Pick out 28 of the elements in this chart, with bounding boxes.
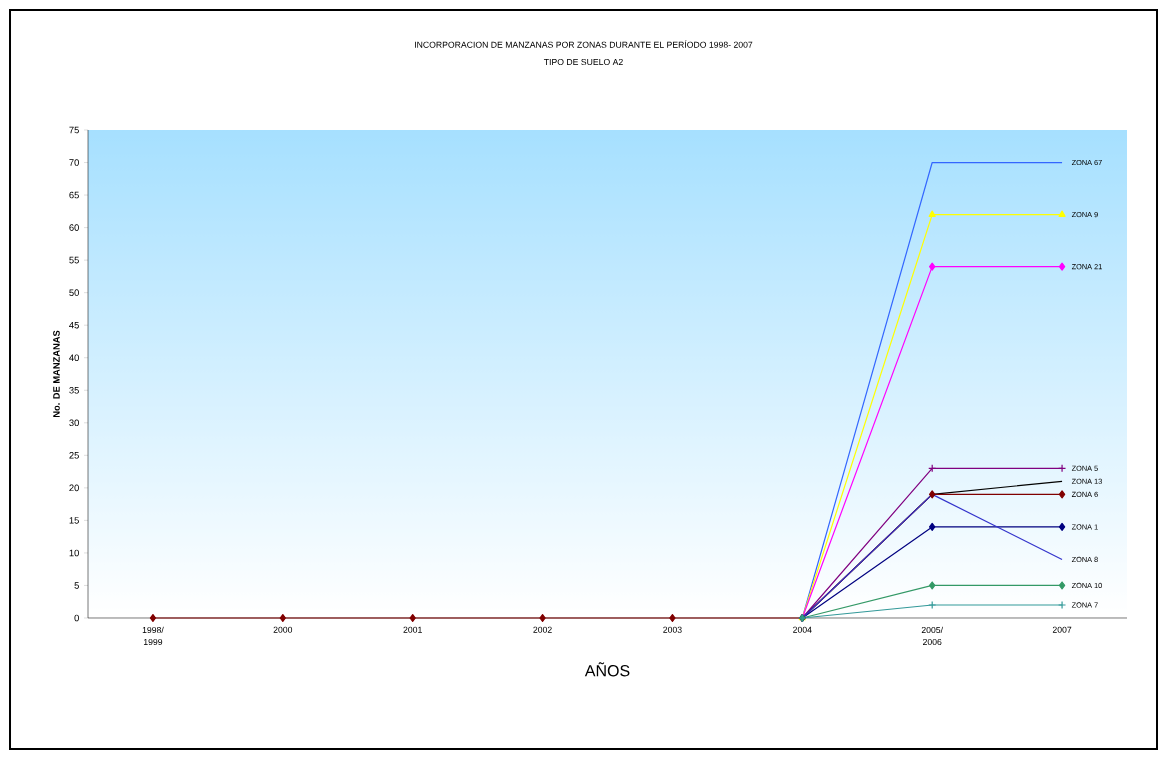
- chart-subtitle: TIPO DE SUELO A2: [543, 58, 623, 66]
- x-tick-label: 2003: [663, 626, 682, 633]
- chart-title: INCORPORACION DE MANZANAS POR ZONAS DURANTE EL PERÍODO 1998- 2007: [415, 40, 753, 48]
- y-tick-label: 75: [69, 126, 79, 134]
- x-tick-label: 2002: [533, 626, 552, 633]
- y-tick-label: 25: [69, 452, 79, 459]
- y-tick-label: 0: [74, 614, 79, 622]
- x-tick-label: 1998/ 1999: [142, 626, 164, 646]
- y-tick-label: 15: [69, 517, 79, 524]
- y-tick-label: 10: [69, 549, 79, 557]
- y-tick-label: 60: [69, 224, 79, 231]
- x-tick-label: 2001: [403, 626, 422, 633]
- x-tick-label: 2000: [273, 626, 293, 633]
- y-tick-label: 35: [69, 386, 79, 394]
- x-tick-label: 2007: [1052, 626, 1072, 633]
- x-axis-title: AÑOS: [584, 662, 630, 677]
- y-tick-label: 70: [69, 159, 79, 166]
- y-tick-label: 30: [69, 419, 79, 427]
- y-tick-label: 45: [69, 321, 79, 329]
- x-tick-label: 2004: [793, 626, 812, 633]
- y-tick-label: 40: [69, 354, 79, 362]
- y-tick-label: 20: [69, 484, 79, 492]
- y-tick-label: 65: [69, 191, 79, 199]
- y-tick-label: 55: [69, 256, 79, 264]
- y-tick-label: 5: [74, 582, 79, 589]
- y-axis-title: No. DE MANZANAS: [53, 330, 60, 418]
- x-tick-label: 2005/ 2006: [921, 626, 944, 646]
- y-tick-label: 50: [69, 289, 79, 296]
